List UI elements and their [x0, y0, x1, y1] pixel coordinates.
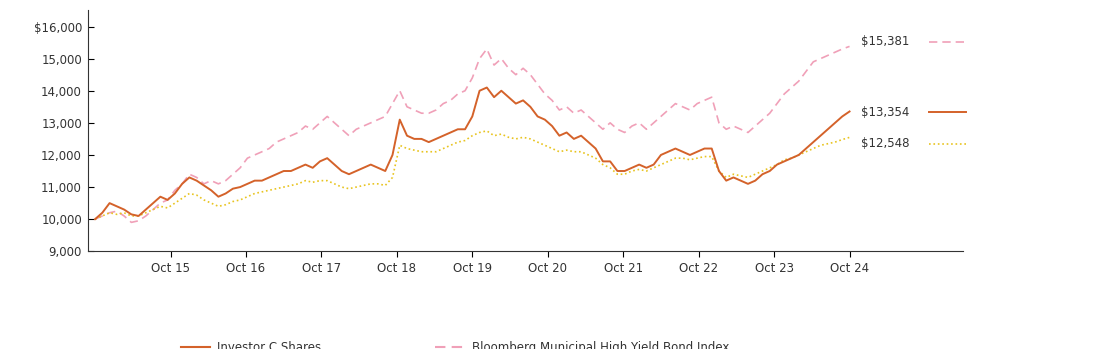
- Legend: Investor C Shares, Bloomberg Municipal Bond Index, Bloomberg Municipal High Yiel: Investor C Shares, Bloomberg Municipal B…: [176, 336, 734, 349]
- Text: $13,354: $13,354: [861, 106, 909, 119]
- Text: $15,381: $15,381: [861, 35, 909, 48]
- Text: $12,548: $12,548: [861, 137, 909, 150]
